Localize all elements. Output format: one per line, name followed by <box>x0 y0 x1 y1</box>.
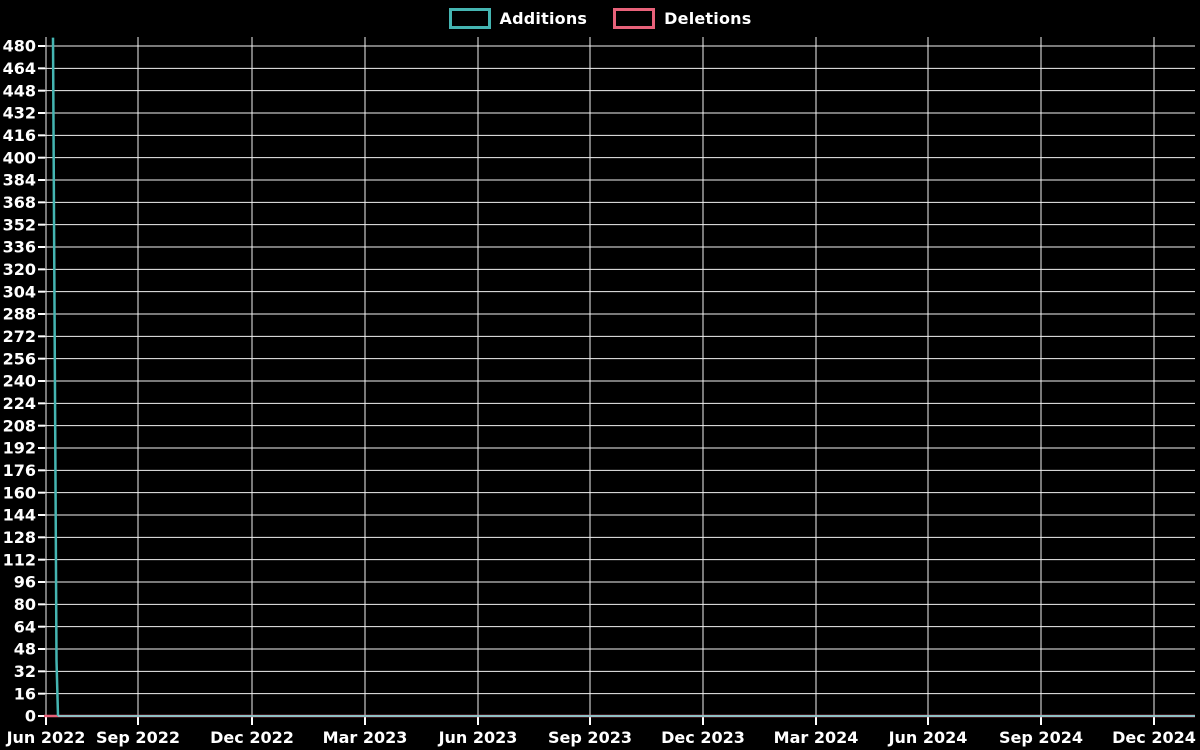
y-tick-label: 304 <box>3 282 36 301</box>
y-tick-label: 432 <box>3 104 36 123</box>
y-tick-label: 16 <box>14 684 36 703</box>
additions-legend-swatch <box>448 7 491 29</box>
x-tick-label: Jun 2024 <box>888 728 968 747</box>
y-tick-label: 256 <box>3 349 36 368</box>
y-tick-label: 336 <box>3 238 36 257</box>
y-tick-label: 176 <box>3 461 36 480</box>
y-tick-label: 0 <box>25 707 36 726</box>
y-tick-label: 144 <box>3 506 36 525</box>
legend-item-deletions[interactable]: Deletions <box>613 7 752 29</box>
y-tick-label: 416 <box>3 126 36 145</box>
additions-legend-label: Additions <box>499 8 588 28</box>
x-tick-label: Dec 2023 <box>661 728 745 747</box>
y-tick-label: 64 <box>14 617 36 636</box>
y-tick-label: 272 <box>3 327 36 346</box>
y-tick-label: 32 <box>14 662 36 681</box>
x-tick-label: Jun 2022 <box>6 728 86 747</box>
gridlines <box>44 37 1195 717</box>
y-tick-label: 208 <box>3 416 36 435</box>
y-tick-label: 112 <box>3 550 36 569</box>
legend-item-additions[interactable]: Additions <box>448 7 588 29</box>
x-tick-label: Sep 2023 <box>548 728 632 747</box>
y-tick-label: 96 <box>14 573 36 592</box>
deletions-legend-swatch <box>613 7 656 29</box>
x-tick-label: Mar 2023 <box>323 728 408 747</box>
data-series <box>44 37 1195 718</box>
y-tick-label: 352 <box>3 215 36 234</box>
y-tick-label: 128 <box>3 528 36 547</box>
y-tick-label: 400 <box>3 148 36 167</box>
y-tick-label: 448 <box>3 81 36 100</box>
deletions-legend-label: Deletions <box>664 8 752 28</box>
y-tick-label: 160 <box>3 483 36 502</box>
y-tick-label: 192 <box>3 439 36 458</box>
x-tick-label: Jun 2023 <box>438 728 518 747</box>
chart-legend: Additions Deletions <box>0 5 1200 31</box>
axis-labels: 0 16 32 48 64 80 96 112 128 144 160 176 192 208 224 240… <box>3 37 1196 747</box>
y-tick-label: 384 <box>3 171 36 190</box>
x-tick-label: Dec 2024 <box>1112 728 1196 747</box>
axis-ticks <box>38 45 1155 725</box>
additions-line-spike <box>51 37 60 717</box>
x-tick-label: Mar 2024 <box>774 728 859 747</box>
y-tick-label: 320 <box>3 260 36 279</box>
x-tick-label: Sep 2024 <box>999 728 1083 747</box>
y-tick-label: 368 <box>3 193 36 212</box>
y-tick-label: 288 <box>3 305 36 324</box>
y-tick-label: 80 <box>14 595 36 614</box>
y-tick-label: 224 <box>3 394 36 413</box>
y-tick-label: 480 <box>3 37 36 56</box>
y-tick-label: 48 <box>14 640 36 659</box>
y-tick-label: 240 <box>3 372 36 391</box>
y-tick-label: 464 <box>3 59 36 78</box>
x-tick-label: Dec 2022 <box>210 728 294 747</box>
x-tick-label: Sep 2022 <box>96 728 180 747</box>
